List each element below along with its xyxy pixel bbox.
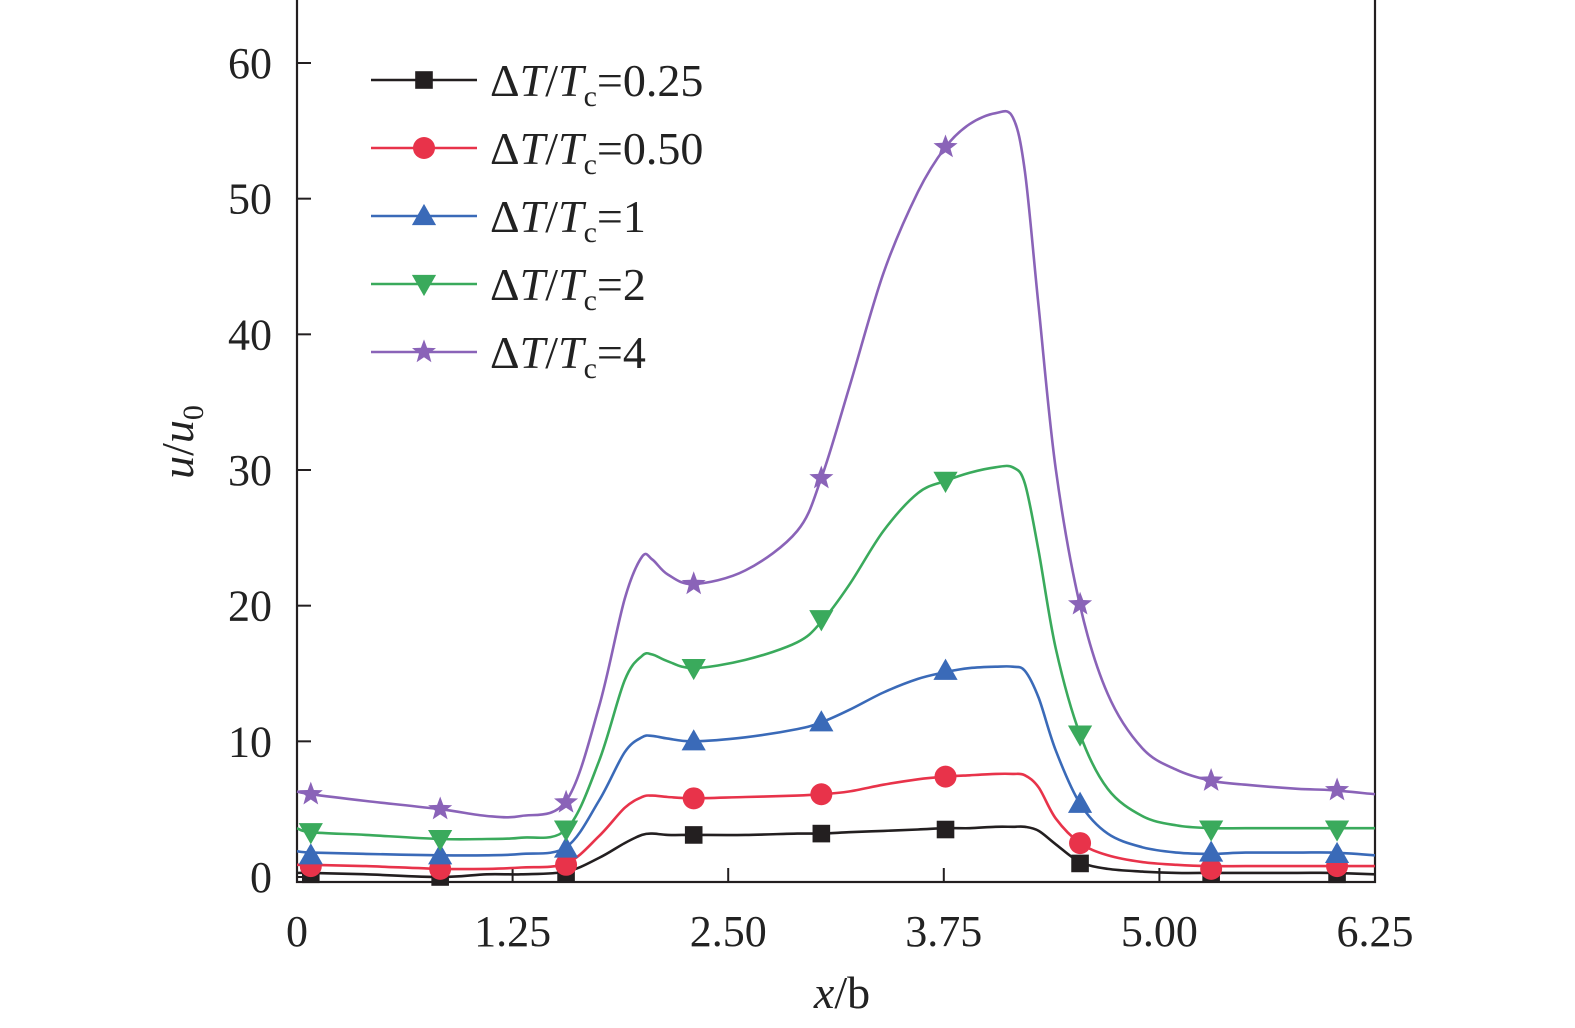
star-marker: [1325, 777, 1350, 801]
square-marker: [415, 71, 433, 89]
plot-frame: [295, 0, 1377, 884]
y-axis-label-slash: /: [152, 443, 203, 456]
square-marker: [936, 820, 955, 839]
plot-area: [295, 0, 1377, 884]
triangle-up-marker: [809, 710, 834, 732]
y-tick-label: 0: [250, 853, 272, 902]
triangle-down-marker: [411, 274, 437, 297]
legend-label: ΔT/Tc=1: [490, 191, 646, 249]
star-marker: [1199, 768, 1224, 791]
x-axis-label-var: x: [813, 967, 835, 1018]
triangle-down-marker: [809, 610, 834, 632]
x-tick-label: 3.75: [905, 907, 982, 956]
circle-marker: [810, 783, 833, 806]
legend-label: ΔT/Tc=2: [490, 259, 646, 317]
triangle-down-marker: [1324, 820, 1350, 842]
y-tick-label: 60: [228, 39, 272, 88]
triangle-up-marker: [428, 843, 453, 865]
y-tick-label: 20: [228, 582, 272, 631]
star-marker: [809, 465, 834, 489]
triangle-up-marker: [1324, 841, 1350, 864]
x-tick-label: 5.00: [1121, 907, 1198, 956]
x-tick-label: 6.25: [1337, 907, 1414, 956]
legend-label: ΔT/Tc=0.50: [490, 123, 703, 181]
series-line: [296, 665, 1376, 857]
triangle-up-marker: [681, 729, 706, 751]
y-tick-label: 50: [228, 175, 272, 224]
star-marker: [554, 789, 579, 813]
series-line: [296, 825, 1376, 879]
series-5: [296, 109, 1376, 820]
y-tick-label: 10: [228, 717, 272, 766]
triangle-up-marker: [411, 203, 437, 226]
square-marker: [1071, 854, 1089, 873]
x-axis: 0 1.25 2.50 3.75 5.00 6.25: [286, 868, 1414, 956]
circle-marker: [1069, 832, 1092, 855]
triangle-up-marker: [1067, 791, 1093, 813]
legend-item: ΔT/Tc=1: [371, 191, 646, 249]
circle-marker: [934, 765, 957, 788]
y-tick-label: 30: [228, 446, 272, 495]
series-4: [296, 464, 1375, 852]
legend-item: ΔT/Tc=2: [371, 259, 646, 317]
x-axis-label: x/b: [813, 967, 870, 1018]
triangle-up-marker: [933, 658, 958, 680]
triangle-down-marker: [681, 658, 706, 681]
series-2: [296, 765, 1375, 880]
star-marker: [681, 571, 706, 595]
y-axis-label-var2: u: [152, 420, 203, 443]
series-line: [296, 772, 1375, 871]
circle-marker: [682, 787, 705, 810]
y-axis-label-sub: 0: [177, 405, 210, 420]
legend: ΔT/Tc=0.25 ΔT/Tc=0.50 ΔT/Tc=1 ΔT/Tc=2 ΔT/Tc=…: [371, 55, 703, 385]
y-axis-label: u/u0: [152, 405, 210, 479]
square-marker: [812, 824, 831, 843]
triangle-up-marker: [553, 836, 579, 858]
y-axis: 0 10 20 30 40 50 60: [228, 39, 311, 902]
circle-marker: [555, 853, 578, 876]
triangle-down-marker: [1067, 725, 1093, 747]
legend-label: ΔT/Tc=0.25: [490, 55, 703, 113]
triangle-down-marker: [933, 471, 958, 493]
x-axis-label-rest: /b: [834, 967, 870, 1018]
legend-item: ΔT/Tc=0.50: [371, 123, 703, 181]
x-tick-label: 0: [286, 907, 308, 956]
triangle-up-marker: [1199, 840, 1224, 862]
circle-marker: [1200, 857, 1223, 880]
triangle-down-marker: [428, 829, 453, 852]
star-marker: [933, 134, 958, 158]
triangle-down-marker: [1199, 820, 1224, 842]
star-marker: [298, 781, 323, 805]
circle-marker: [413, 137, 435, 159]
legend-item: ΔT/Tc=0.25: [371, 55, 703, 113]
x-tick-label: 1.25: [474, 907, 551, 956]
star-marker: [1068, 591, 1093, 615]
triangle-down-marker: [553, 820, 579, 842]
triangle-up-marker: [298, 843, 323, 865]
star-marker: [428, 796, 453, 820]
legend-item: ΔT/Tc=4: [371, 327, 646, 385]
x-tick-label: 2.50: [690, 907, 767, 956]
star-marker: [412, 339, 436, 363]
triangle-down-marker: [298, 823, 323, 845]
y-axis-label-var: u: [152, 456, 203, 479]
series-line: [296, 464, 1375, 841]
y-tick-label: 40: [228, 310, 272, 359]
series-3: [296, 658, 1376, 865]
legend-label: ΔT/Tc=4: [490, 327, 646, 385]
series-layer: [296, 109, 1376, 886]
square-marker: [684, 826, 703, 844]
